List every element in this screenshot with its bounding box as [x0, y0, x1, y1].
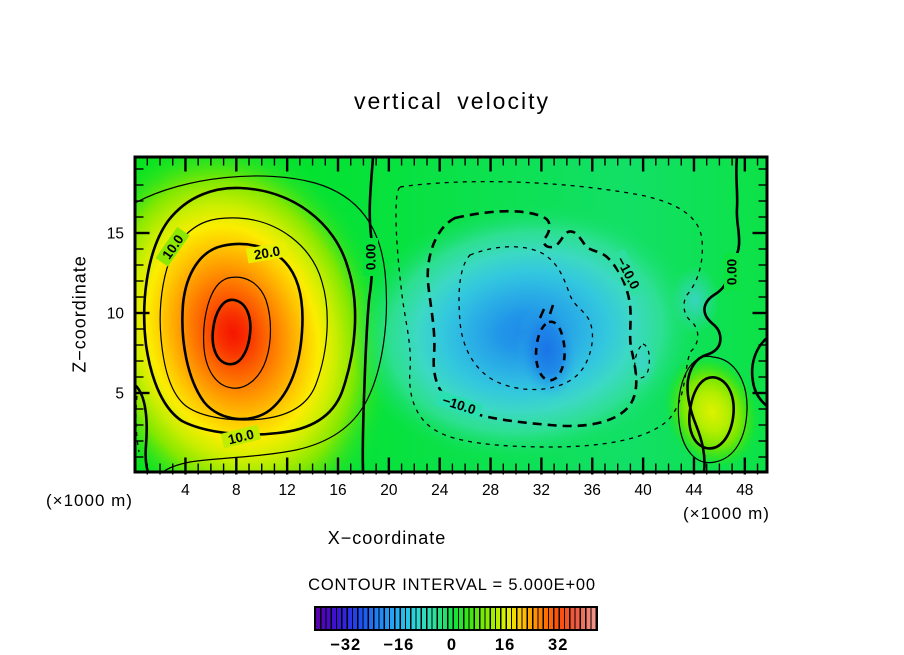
y-tick-label: 15 — [107, 226, 124, 243]
x-axis-label: X−coordinate — [327, 528, 447, 548]
x-tick-label: 12 — [279, 482, 296, 499]
contour-label: 10.0 — [220, 424, 262, 449]
colorbar-tick-label: −16 — [383, 636, 415, 654]
contour-label-text: 20.0 — [253, 243, 281, 262]
x-tick-label: 48 — [736, 482, 753, 499]
y-tick-label: 10 — [107, 306, 125, 323]
x-tick-label: 40 — [634, 482, 652, 499]
contour-lines — [136, 158, 766, 471]
contour-label-text: 0.00 — [364, 244, 379, 270]
contour-label: 0.00 — [724, 253, 740, 291]
x-tick-label: 44 — [685, 482, 703, 499]
axis-ticks — [136, 158, 766, 475]
x-tick-label: 36 — [584, 482, 601, 499]
x-tick-label: 16 — [329, 482, 346, 499]
x-tick-label: 32 — [533, 482, 550, 499]
plot-frame — [133, 155, 769, 474]
colorbar-stripe-overlay — [316, 608, 596, 629]
contour-interval-text: CONTOUR INTERVAL = 5.000E+00 — [308, 576, 596, 594]
contour-label: 0.00 — [363, 238, 379, 276]
colorbar-tick-label: 16 — [494, 636, 516, 654]
x-tick-label: 20 — [380, 482, 398, 499]
contour-label-text: 10.0 — [226, 427, 255, 448]
x-tick-label: 28 — [482, 482, 499, 499]
x-tick-label: 24 — [431, 482, 449, 499]
colorbar-tick-label: −32 — [330, 636, 362, 654]
colorbar-tick-label: 32 — [548, 636, 569, 654]
y-axis-unit-label: (×1000 m) — [46, 491, 133, 510]
colorbar-tick-label: 0 — [446, 636, 458, 654]
chart-title: vertical velocity — [354, 88, 550, 114]
colorbar — [314, 606, 598, 631]
contour-label: 20.0 — [245, 241, 288, 264]
contour-fill-field — [136, 158, 766, 471]
x-tick-label: 4 — [181, 482, 190, 499]
contour-label-text: 0.00 — [725, 259, 740, 285]
x-tick-label: 8 — [232, 482, 241, 499]
x-axis-unit-label: (×1000 m) — [683, 504, 770, 523]
y-tick-label: 5 — [115, 386, 124, 403]
